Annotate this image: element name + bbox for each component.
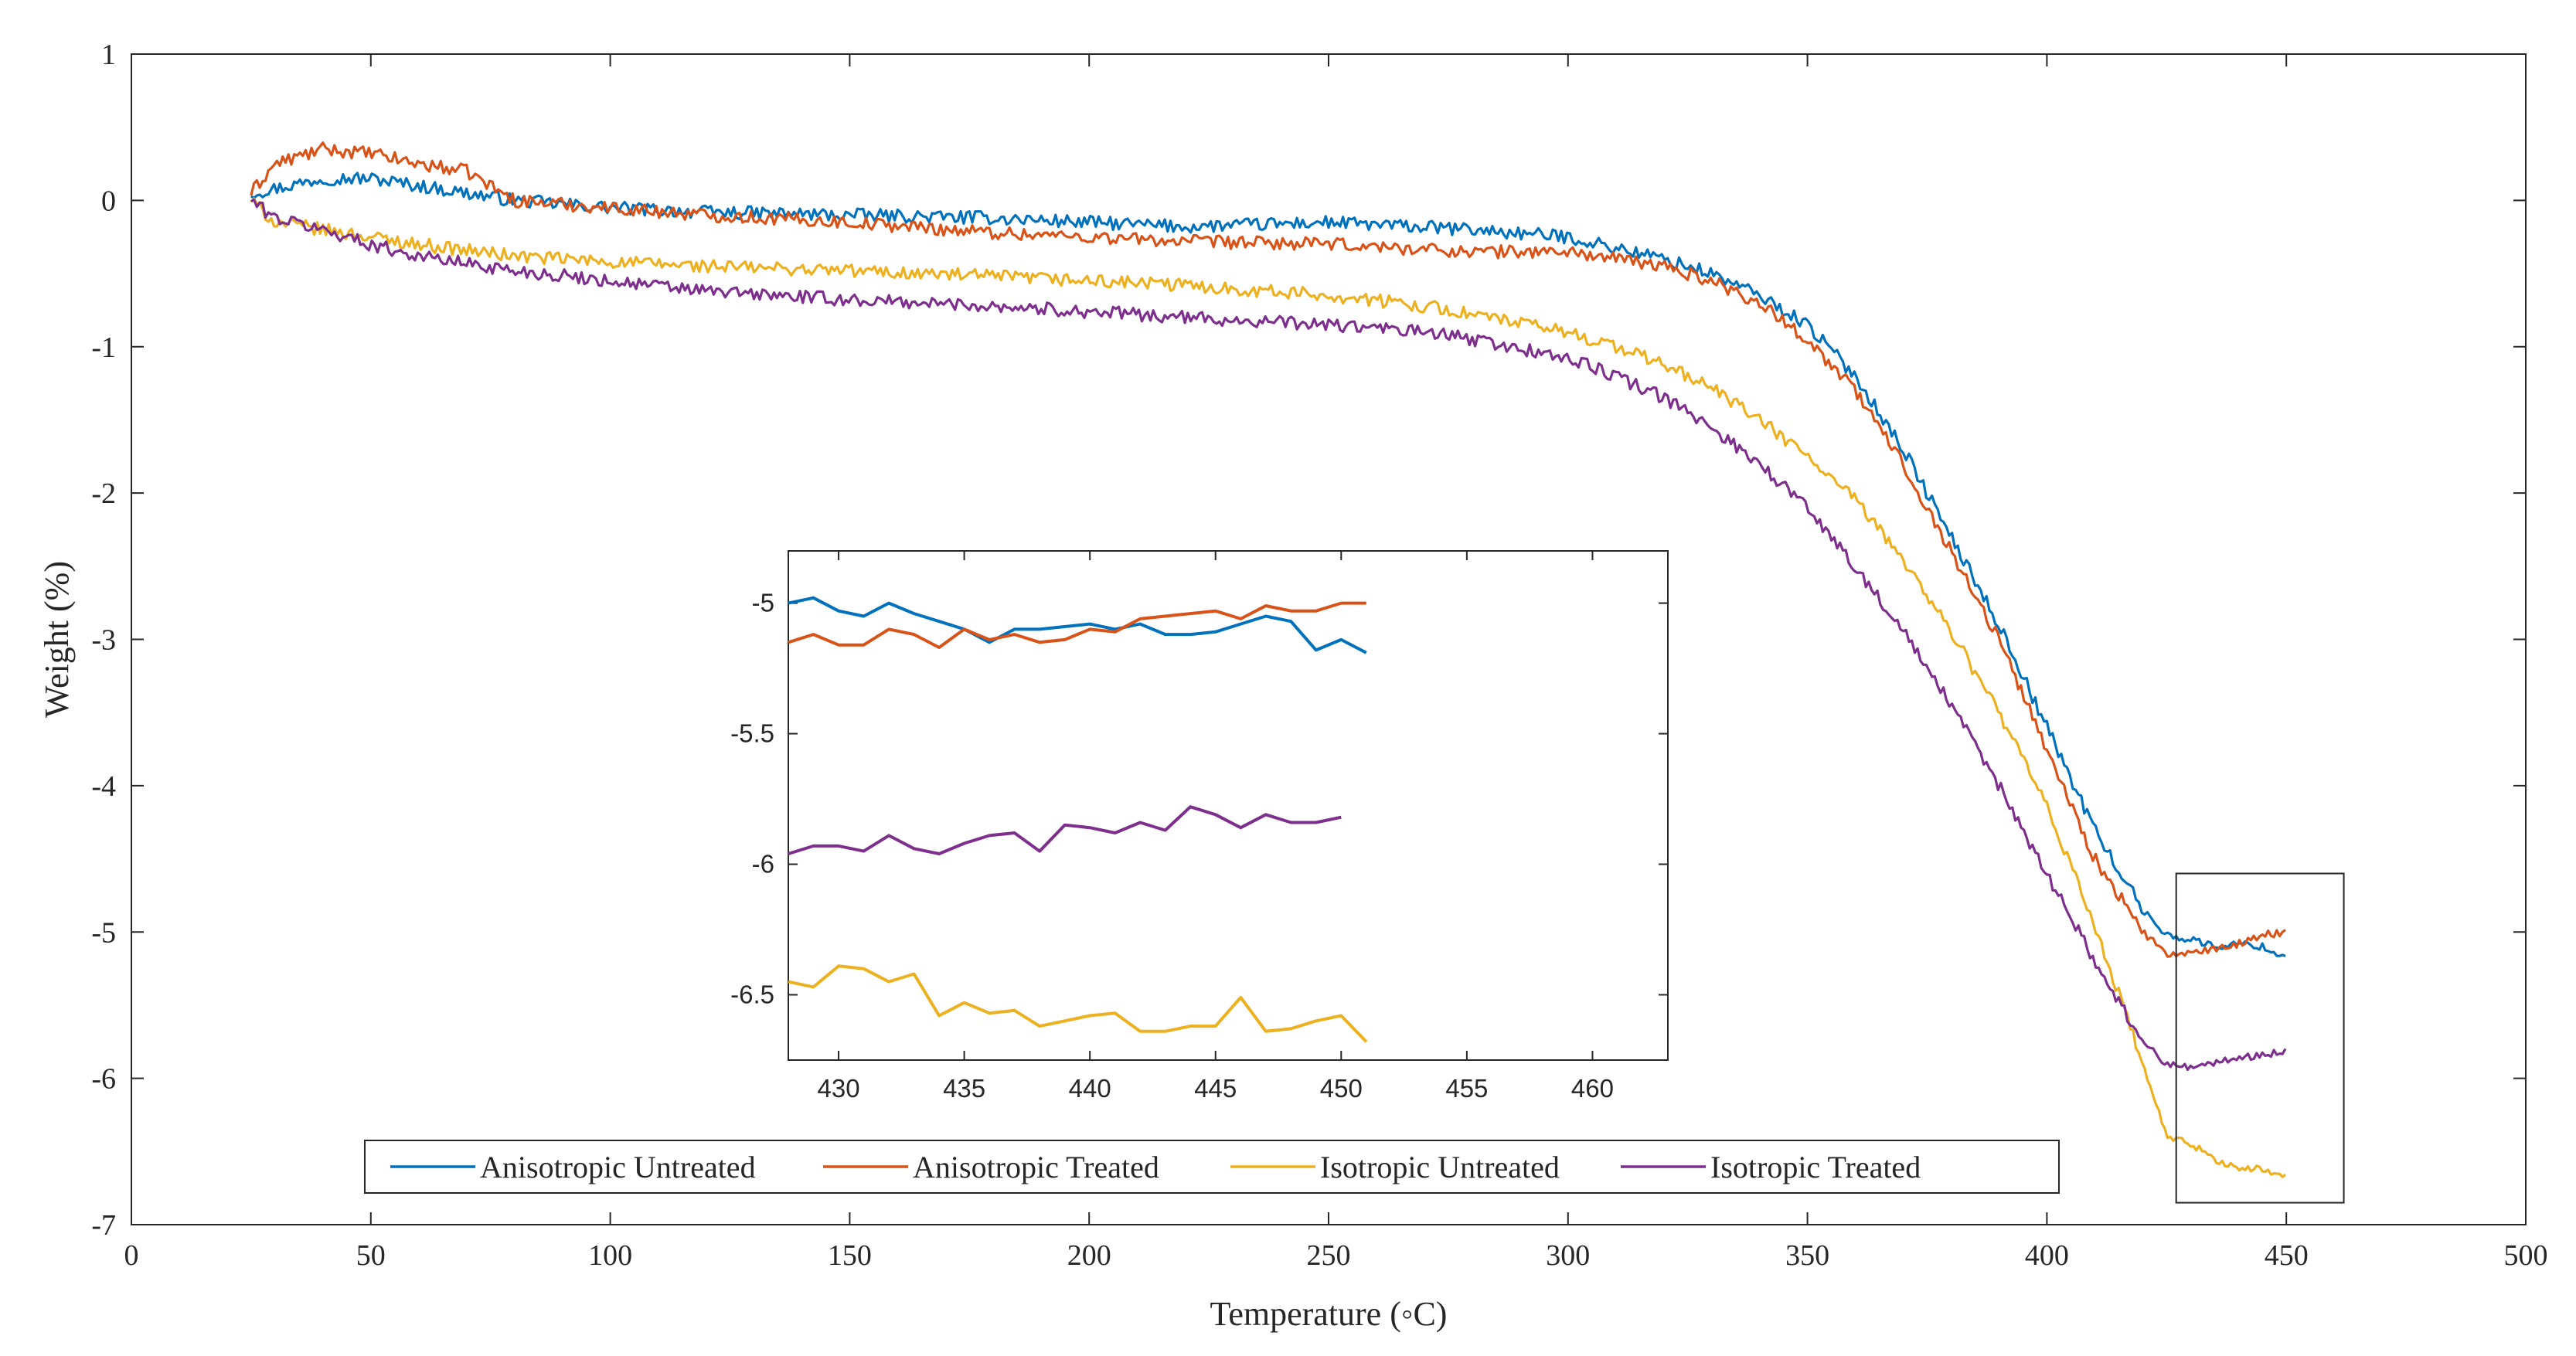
inset-series-isotropic-untreated bbox=[788, 964, 1368, 1043]
legend-box bbox=[364, 1140, 2060, 1194]
inset-x-tick-label: 430 bbox=[817, 1074, 859, 1103]
y-tick-label: -5 bbox=[91, 916, 116, 949]
x-tick-label: 200 bbox=[1067, 1239, 1111, 1272]
inset-series-isotropic-treated bbox=[788, 805, 1342, 855]
y-tick-label: -2 bbox=[91, 477, 116, 510]
y-tick-label: -6 bbox=[91, 1063, 116, 1096]
y-tick-label: 0 bbox=[101, 185, 116, 217]
y-tick-label: -7 bbox=[91, 1209, 116, 1242]
inset-series-anisotropic-untreated bbox=[788, 596, 1367, 654]
legend-label-isotropic-untreated: Isotropic Untreated bbox=[1320, 1150, 1560, 1184]
y-tick-label: -1 bbox=[91, 331, 116, 364]
inset-frame bbox=[788, 550, 1669, 1061]
inset-x-tick-label: 455 bbox=[1445, 1074, 1488, 1103]
inset-x-tick-label: 445 bbox=[1194, 1074, 1237, 1103]
inset-y-tick-label: -5 bbox=[752, 589, 774, 617]
x-tick-label: 300 bbox=[1546, 1239, 1590, 1272]
x-tick-label: 100 bbox=[588, 1239, 632, 1272]
legend-label-isotropic-treated: Isotropic Treated bbox=[1710, 1150, 1921, 1184]
legend-label-anisotropic-untreated: Anisotropic Untreated bbox=[480, 1150, 756, 1184]
main-plot: 0 50 100 150 200 250 300 350 400 450 500 1 0 -1 -2 -3 -4… bbox=[91, 39, 2547, 1272]
y-tick-label: -3 bbox=[91, 624, 116, 657]
series-isotropic-untreated bbox=[250, 197, 2286, 1178]
series-isotropic-treated bbox=[250, 198, 2287, 1072]
x-tick-label: 0 bbox=[124, 1239, 139, 1272]
inset-x-tick-label: 460 bbox=[1571, 1074, 1614, 1103]
y-tick-label: 1 bbox=[101, 39, 116, 71]
inset-x-tick-label: 435 bbox=[943, 1074, 985, 1103]
inset-y-tick-label: -5.5 bbox=[730, 719, 774, 748]
inset-y-tick-label: -6 bbox=[752, 850, 774, 879]
x-tick-label: 400 bbox=[2025, 1239, 2069, 1272]
y-tick-label: -4 bbox=[91, 770, 116, 803]
legend: Anisotropic Untreated Anisotropic Treated… bbox=[364, 1140, 2060, 1194]
zoom-rectangle bbox=[2175, 872, 2345, 1204]
x-axis-label: Temperature (◦C) bbox=[1210, 1295, 1448, 1333]
x-tick-label: 500 bbox=[2504, 1239, 2548, 1272]
inset-x-tick-label: 450 bbox=[1320, 1074, 1363, 1103]
x-tick-label: 150 bbox=[828, 1239, 872, 1272]
inset-series-anisotropic-treated bbox=[788, 601, 1366, 649]
inset-plot: 430 435 440 445 450 455 460 -5 -5.5 -6 -6.5 bbox=[730, 550, 1669, 1103]
x-tick-label: 350 bbox=[1785, 1239, 1829, 1272]
legend-label-anisotropic-treated: Anisotropic Treated bbox=[913, 1150, 1159, 1184]
x-tick-label: 450 bbox=[2265, 1239, 2309, 1272]
inset-x-tick-label: 440 bbox=[1069, 1074, 1111, 1103]
inset-y-tick-label: -6.5 bbox=[730, 980, 774, 1009]
zoom-region-box bbox=[2175, 872, 2345, 1204]
x-tick-label: 250 bbox=[1307, 1239, 1351, 1272]
series-anisotropic-treated bbox=[250, 141, 2286, 958]
x-tick-label: 50 bbox=[356, 1239, 386, 1272]
y-axis-label: Weight (%) bbox=[38, 561, 76, 718]
